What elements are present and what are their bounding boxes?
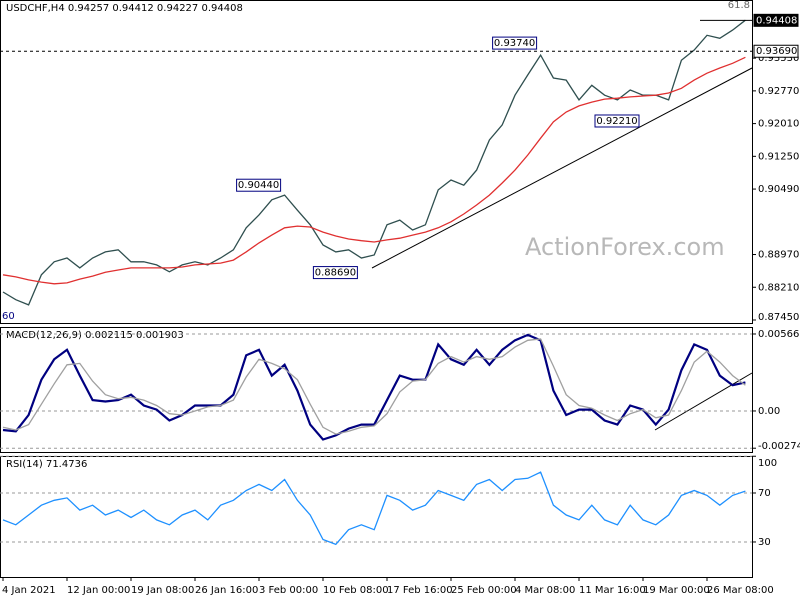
series-line: [2, 56, 746, 285]
y-tick-label: 0.88970: [758, 250, 799, 261]
y-tick-label: 0.87450: [758, 312, 799, 323]
x-tick-label: 19 Jan 08:00: [131, 585, 194, 596]
x-tick-label: 3 Feb 00:00: [259, 585, 318, 596]
y-tick-label: 0.90490: [758, 184, 799, 195]
x-tick-label: 4 Mar 08:00: [515, 585, 575, 596]
y-tick-label: 30: [758, 537, 771, 548]
annotation-label: 0.92210: [596, 116, 637, 127]
y-tick-label: 0.91250: [758, 151, 799, 162]
panel-title: MACD(12,26,9) 0.002115 0.001903: [6, 330, 184, 341]
panel-frame: [0, 327, 753, 453]
level-label: 0.93690: [756, 46, 797, 57]
x-tick-label: 19 Mar 00:00: [643, 585, 710, 596]
corner-text: 60: [2, 311, 15, 322]
y-tick-label: -0.002741: [758, 441, 800, 452]
series-line: [2, 471, 746, 546]
annotation-box: [492, 36, 538, 50]
y-tick-label: 0.93530: [758, 53, 799, 64]
level-box: [753, 44, 799, 58]
level-box: [753, 13, 799, 27]
x-tick-label: 11 Mar 16:00: [579, 585, 646, 596]
annotation-label: 0.93740: [494, 38, 535, 49]
trendline: [371, 67, 753, 269]
x-tick-label: 26 Jan 16:00: [195, 585, 258, 596]
annotation-label: 0.90440: [238, 180, 279, 191]
level-label: 0.94408: [756, 15, 797, 26]
y-tick-label: 0.88210: [758, 282, 799, 293]
annotation-box: [594, 114, 640, 128]
x-tick-label: 25 Feb 00:00: [451, 585, 517, 596]
annotation-label: 0.88690: [315, 268, 356, 279]
x-tick-label: 10 Feb 08:00: [323, 585, 389, 596]
panel-frame: [0, 0, 753, 324]
x-tick-label: 17 Feb 16:00: [387, 585, 453, 596]
annotation-box: [312, 266, 358, 280]
y-tick-label: 0.005666: [758, 329, 800, 340]
trendline: [654, 372, 753, 431]
y-tick-label: 100: [758, 458, 777, 469]
series-line: [2, 19, 746, 306]
y-tick-label: 70: [758, 488, 771, 499]
panel-frame: [0, 456, 753, 578]
panel-title: USDCHF,H4 0.94257 0.94412 0.94227 0.9440…: [6, 3, 243, 14]
y-tick-label: 0.00: [758, 406, 780, 417]
corner-text: 61.8: [728, 0, 750, 11]
x-tick-label: 4 Jan 2021: [2, 585, 56, 596]
watermark: ActionForex.com: [525, 233, 725, 261]
series-line: [2, 338, 746, 435]
y-tick-label: 0.92770: [758, 86, 799, 97]
annotation-box: [236, 178, 282, 192]
x-tick-label: 12 Jan 00:00: [67, 585, 130, 596]
x-tick-label: 26 Mar 08:00: [707, 585, 774, 596]
panel-title: RSI(14) 71.4736: [6, 459, 87, 470]
y-tick-label: 0.92010: [758, 119, 799, 130]
